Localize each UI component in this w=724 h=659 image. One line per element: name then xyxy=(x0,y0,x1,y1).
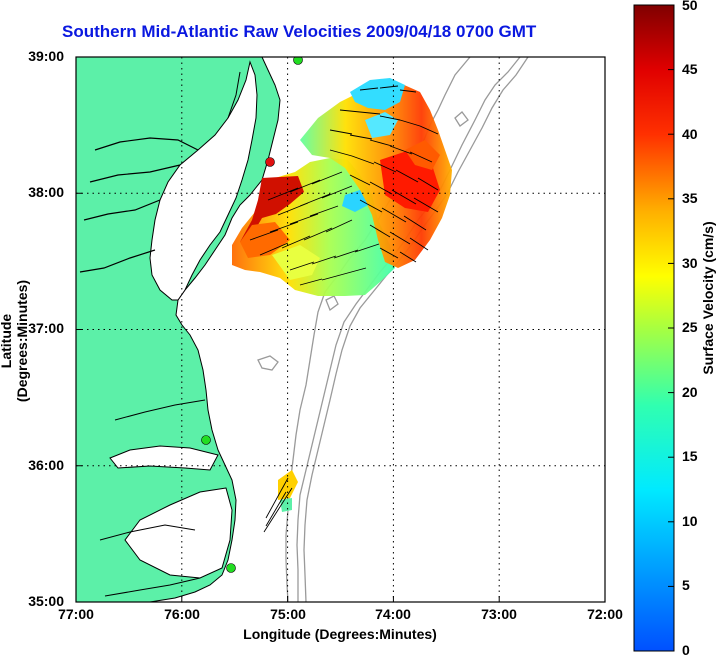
pamlico-sound xyxy=(124,487,233,579)
xtick-label: 77:00 xyxy=(58,606,94,622)
station-marker-duck[interactable] xyxy=(201,435,211,445)
colorbar-tick-label: 35 xyxy=(682,190,698,206)
river-james xyxy=(79,249,156,273)
ytick-label: 37:00 xyxy=(28,320,64,336)
colorbar-tick-label: 25 xyxy=(682,319,698,335)
ytick-label: 35:00 xyxy=(28,593,64,609)
colorbar-tick-label: 15 xyxy=(682,448,698,464)
ytick-label: 39:00 xyxy=(28,48,64,64)
colorbar-tick-label: 50 xyxy=(682,0,698,13)
river-potomac xyxy=(94,137,199,151)
river-neuse xyxy=(104,577,201,597)
grid-lines xyxy=(76,57,605,602)
velocity-vectors xyxy=(249,85,439,533)
xtick-label: 74:00 xyxy=(375,606,411,622)
station-marker-hatteras[interactable] xyxy=(226,563,236,573)
colorbar-tick-label: 40 xyxy=(682,126,698,142)
colorbar-tick-label: 10 xyxy=(682,513,698,529)
colorbar-tick-label: 5 xyxy=(682,577,690,593)
xtick-label: 72:00 xyxy=(587,606,623,622)
river-pamlico xyxy=(99,524,196,541)
colorbar-label: Surface Velocity (cm/s) xyxy=(700,221,716,375)
albemarle-sound xyxy=(109,445,219,471)
river-york xyxy=(83,199,161,221)
colorbar-tick-label: 45 xyxy=(682,61,698,77)
xtick-label: 76:00 xyxy=(164,606,200,622)
station-marker-north[interactable] xyxy=(293,56,303,65)
map-title: Southern Mid-Atlantic Raw Velocities 200… xyxy=(62,22,537,41)
axis-ticks xyxy=(76,192,500,602)
colorbar xyxy=(633,4,675,652)
x-axis-label: Longitude (Degrees:Minutes) xyxy=(243,626,437,642)
colorbar-tick-label: 0 xyxy=(682,642,690,658)
xtick-label: 75:00 xyxy=(270,606,306,622)
chesapeake-bay xyxy=(149,60,258,301)
station-marker-delmarva[interactable] xyxy=(265,157,275,167)
colorbar-tick-label: 30 xyxy=(682,255,698,271)
river-choptank xyxy=(227,71,241,119)
xtick-label: 73:00 xyxy=(481,606,517,622)
river-rappahannock xyxy=(89,164,181,183)
colorbar-tick-label: 20 xyxy=(682,384,698,400)
y-axis-label: Latitude (Degrees:Minutes) xyxy=(0,279,30,403)
ytick-label: 38:00 xyxy=(28,184,64,200)
ytick-label: 36:00 xyxy=(28,457,64,473)
river-chowan xyxy=(114,399,206,421)
colorbar-ticks xyxy=(668,4,674,587)
